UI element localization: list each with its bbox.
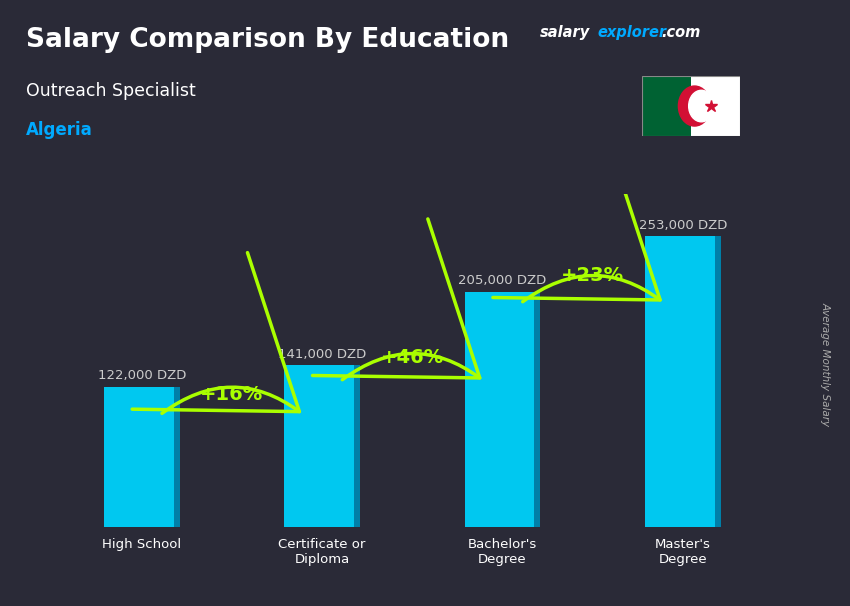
Text: Average Monthly Salary: Average Monthly Salary <box>820 302 830 425</box>
Text: Outreach Specialist: Outreach Specialist <box>26 82 196 100</box>
Bar <box>284 365 360 527</box>
Bar <box>642 76 690 136</box>
Text: 253,000 DZD: 253,000 DZD <box>638 219 727 232</box>
Bar <box>535 291 541 527</box>
Text: 122,000 DZD: 122,000 DZD <box>98 370 186 382</box>
Text: Salary Comparison By Education: Salary Comparison By Education <box>26 27 508 53</box>
Bar <box>645 236 721 527</box>
FancyArrowPatch shape <box>132 253 299 413</box>
Text: salary: salary <box>540 25 590 41</box>
Text: .com: .com <box>661 25 700 41</box>
Text: +16%: +16% <box>201 385 264 404</box>
Bar <box>465 291 541 527</box>
Circle shape <box>678 86 711 126</box>
FancyArrowPatch shape <box>493 141 660 302</box>
Bar <box>173 387 179 527</box>
Circle shape <box>688 90 714 122</box>
Text: explorer: explorer <box>598 25 666 41</box>
Text: 141,000 DZD: 141,000 DZD <box>278 348 366 361</box>
Bar <box>104 387 179 527</box>
FancyArrowPatch shape <box>313 219 479 380</box>
Text: +23%: +23% <box>561 265 624 285</box>
Text: +46%: +46% <box>381 348 444 367</box>
Bar <box>690 76 740 136</box>
Text: Algeria: Algeria <box>26 121 93 139</box>
Bar <box>354 365 360 527</box>
Text: 205,000 DZD: 205,000 DZD <box>458 274 547 287</box>
Bar <box>715 236 721 527</box>
